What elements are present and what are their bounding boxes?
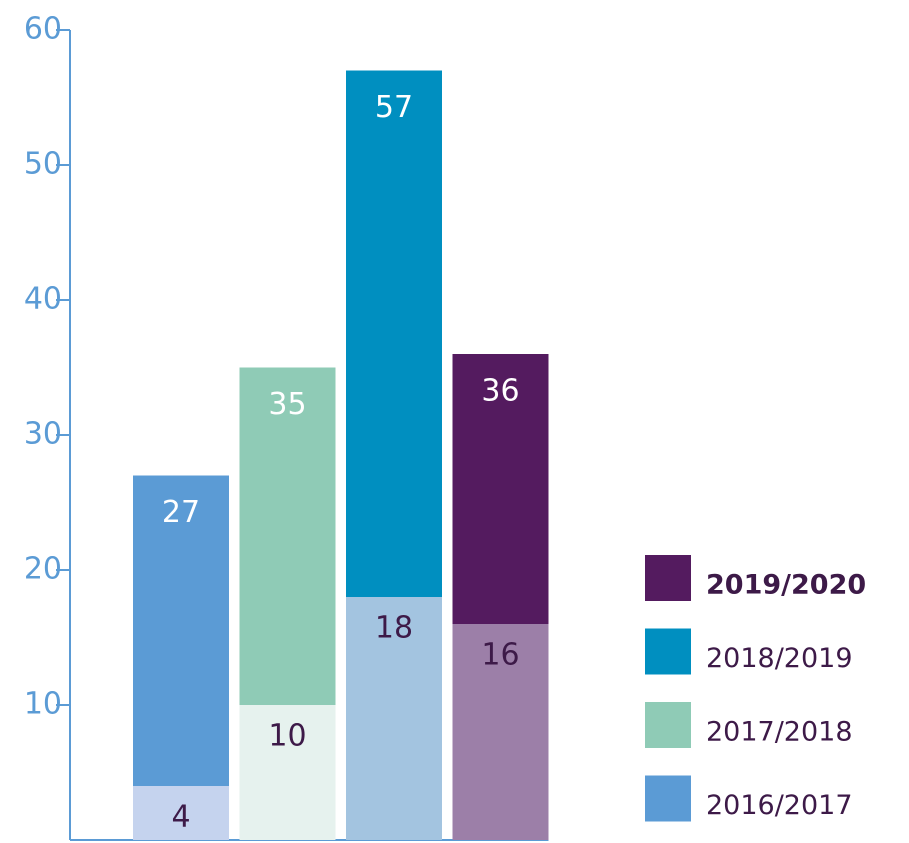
bar <box>133 786 229 840</box>
legend-swatch <box>645 628 691 675</box>
y-tick-label: 10 <box>24 687 62 722</box>
data-label: 18 <box>375 611 413 646</box>
y-tick-label: 20 <box>24 552 62 587</box>
data-label: 36 <box>481 374 519 409</box>
bar <box>346 597 442 840</box>
y-tick-label: 60 <box>24 12 62 47</box>
y-tick-label: 30 <box>24 417 62 452</box>
data-label: 57 <box>375 90 413 125</box>
legend-swatch <box>645 702 691 748</box>
legend-swatch <box>645 775 691 822</box>
legend-swatch <box>645 555 691 601</box>
legend-label: 2019/2020 <box>706 570 866 601</box>
legend-label: 2018/2019 <box>706 643 853 674</box>
y-tick-label: 50 <box>24 147 62 182</box>
data-label: 10 <box>268 719 306 754</box>
data-label: 4 <box>171 800 190 835</box>
data-label: 35 <box>268 387 306 422</box>
bar <box>239 705 336 840</box>
data-label: 16 <box>481 638 519 673</box>
legend-label: 2016/2017 <box>706 790 853 821</box>
bar <box>452 624 549 840</box>
bar <box>133 475 229 840</box>
y-tick-label: 40 <box>24 282 62 317</box>
data-label: 27 <box>162 495 200 530</box>
legend-label: 2017/2018 <box>706 717 853 748</box>
